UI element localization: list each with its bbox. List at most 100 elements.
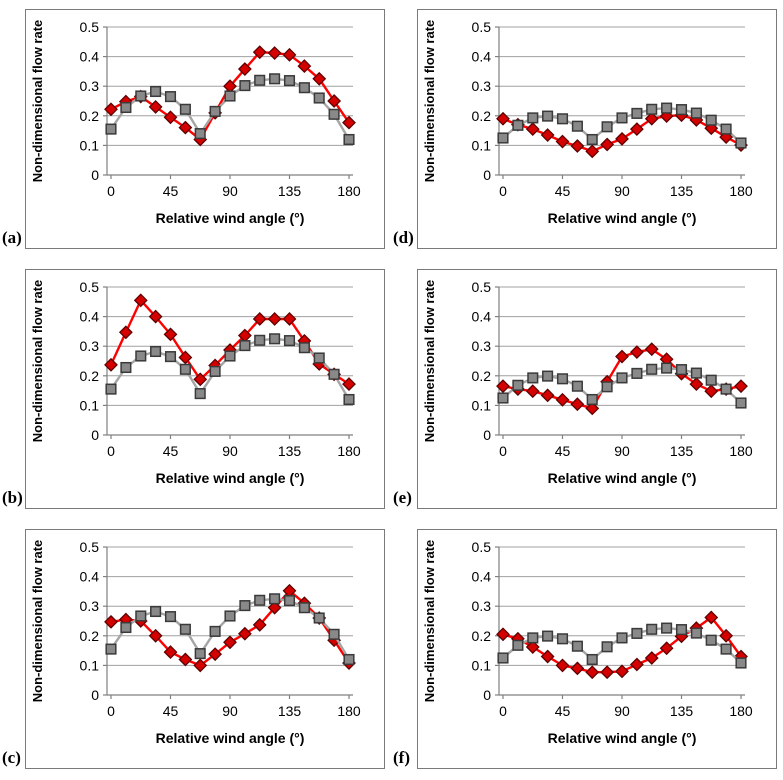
red-diamond-marker — [689, 377, 704, 392]
y-axis-title: Non-dimensional flow rate — [422, 20, 437, 183]
x-tick-label: 180 — [337, 183, 361, 199]
gray-square-marker — [150, 85, 162, 98]
x-tick-label: 180 — [729, 183, 753, 199]
chart-box-a: 0 0.1 0.2 0.3 0.4 0.5 0 45 90 135 180 Relative wind… — [25, 9, 385, 249]
red-diamond-marker — [570, 397, 585, 412]
red-diamond-marker — [163, 645, 178, 659]
gray-square-marker — [298, 602, 310, 614]
y-tick-label: 0.5 — [472, 279, 492, 295]
red-series-line — [501, 616, 743, 674]
red-diamond-marker — [600, 665, 615, 680]
gray-square-marker — [646, 623, 658, 635]
gray-square-marker — [179, 103, 191, 115]
x-tick-label: 90 — [222, 183, 238, 199]
x-tick-label: 45 — [163, 443, 179, 459]
y-tick-label: 0.3 — [80, 78, 100, 94]
gray-square-marker — [735, 137, 747, 149]
red-diamond-marker — [104, 614, 118, 629]
panel-d: (d) 0 0.1 0.2 0.3 0.4 0.5 0 45 90 135 180 Relative … — [391, 0, 783, 260]
y-axis-title: Non-dimensional flow rate — [30, 280, 45, 443]
y-tick-label: 0.3 — [472, 338, 492, 354]
red-series-line — [109, 299, 351, 386]
red-diamond-marker — [342, 377, 356, 392]
gray-square-marker — [527, 372, 539, 384]
gray-square-marker — [586, 393, 598, 406]
y-tick-label: 0.2 — [80, 368, 100, 384]
y-tick-label: 0.5 — [80, 19, 100, 35]
gray-square-marker — [298, 342, 310, 354]
chart-f: 0 0.1 0.2 0.3 0.4 0.5 0 45 90 135 180 Relative wind… — [422, 539, 753, 746]
chart-d: 0 0.1 0.2 0.3 0.4 0.5 0 45 90 135 180 Relative wind… — [422, 19, 753, 226]
gray-square-marker — [720, 383, 732, 395]
gray-square-marker — [224, 610, 236, 622]
x-tick-label: 135 — [278, 443, 302, 459]
red-diamond-marker — [496, 379, 510, 394]
x-axis-title: Relative wind angle (°) — [156, 210, 305, 226]
gray-square-marker — [646, 363, 658, 375]
gray-square-marker — [601, 121, 613, 133]
x-axis-title: Relative wind angle (°) — [548, 210, 697, 226]
gray-square-marker — [601, 381, 613, 393]
gray-square-marker — [194, 128, 206, 140]
x-axis-title: Relative wind angle (°) — [156, 730, 305, 746]
y-axis-title: Non-dimensional flow rate — [30, 20, 45, 183]
red-diamond-marker — [615, 664, 629, 679]
gray-square-marker — [512, 119, 524, 131]
gray-square-marker — [179, 363, 191, 375]
y-tick-label: 0.1 — [80, 657, 100, 673]
gray-square-marker — [269, 593, 281, 605]
gray-square-marker — [269, 333, 281, 345]
red-diamond-marker — [644, 651, 659, 665]
panel-f: (f) 0 0.1 0.2 0.3 0.4 0.5 0 45 90 135 180 Relative … — [391, 520, 783, 780]
gray-square-marker — [194, 648, 206, 660]
x-tick-label: 0 — [107, 443, 115, 459]
y-tick-label: 0.4 — [80, 49, 100, 65]
gray-square-marker — [646, 103, 658, 115]
gray-square-marker — [239, 80, 251, 92]
red-diamond-marker — [570, 139, 585, 153]
red-diamond-marker — [267, 46, 282, 60]
x-tick-label: 135 — [278, 703, 302, 719]
x-tick-label: 0 — [107, 183, 115, 199]
y-tick-label: 0.4 — [472, 309, 492, 325]
panel-a: (a) 0 0.1 0.2 0.3 0.4 0.5 0 45 90 135 180 Relative … — [0, 0, 391, 260]
gray-square-marker — [209, 625, 221, 637]
chart-a: 0 0.1 0.2 0.3 0.4 0.5 0 45 90 135 180 Relative wind… — [30, 19, 361, 226]
gray-square-marker — [571, 640, 583, 652]
gray-square-marker — [164, 91, 177, 103]
gray-square-marker — [283, 75, 296, 87]
gray-square-marker — [601, 641, 613, 653]
red-diamond-marker — [719, 628, 734, 643]
red-diamond-marker — [585, 144, 600, 159]
x-tick-label: 0 — [107, 703, 115, 719]
gray-square-marker — [556, 113, 569, 125]
gray-square-marker — [313, 352, 325, 364]
gray-square-marker — [239, 600, 251, 612]
gray-square-marker — [135, 610, 147, 622]
red-diamond-marker — [267, 600, 282, 615]
x-tick-label: 45 — [163, 183, 179, 199]
x-tick-label: 180 — [337, 703, 361, 719]
red-diamond-marker — [496, 627, 510, 642]
gray-square-marker — [164, 611, 177, 623]
gray-square-marker — [328, 628, 340, 640]
gray-square-marker — [135, 350, 147, 362]
y-tick-label: 0.2 — [472, 628, 492, 644]
panel-label-e: (e) — [393, 488, 412, 507]
gray-square-marker — [150, 605, 162, 618]
red-diamond-marker — [312, 71, 327, 86]
x-tick-label: 0 — [499, 183, 507, 199]
gray-square-marker — [720, 643, 732, 655]
x-tick-label: 90 — [222, 443, 238, 459]
x-tick-label: 0 — [499, 703, 507, 719]
x-axis-title: Relative wind angle (°) — [156, 470, 305, 486]
chart-box-b: 0 0.1 0.2 0.3 0.4 0.5 0 45 90 135 180 Relative wind… — [25, 269, 385, 509]
red-diamond-marker — [163, 110, 178, 125]
x-tick-label: 135 — [670, 443, 694, 459]
chart-e: 0 0.1 0.2 0.3 0.4 0.5 0 45 90 135 180 Relative wind… — [422, 279, 753, 486]
gray-square-marker — [209, 105, 221, 117]
red-diamond-marker — [193, 658, 208, 673]
gray-square-marker — [150, 345, 162, 358]
gray-square-marker — [105, 123, 117, 135]
x-tick-label: 90 — [614, 703, 630, 719]
